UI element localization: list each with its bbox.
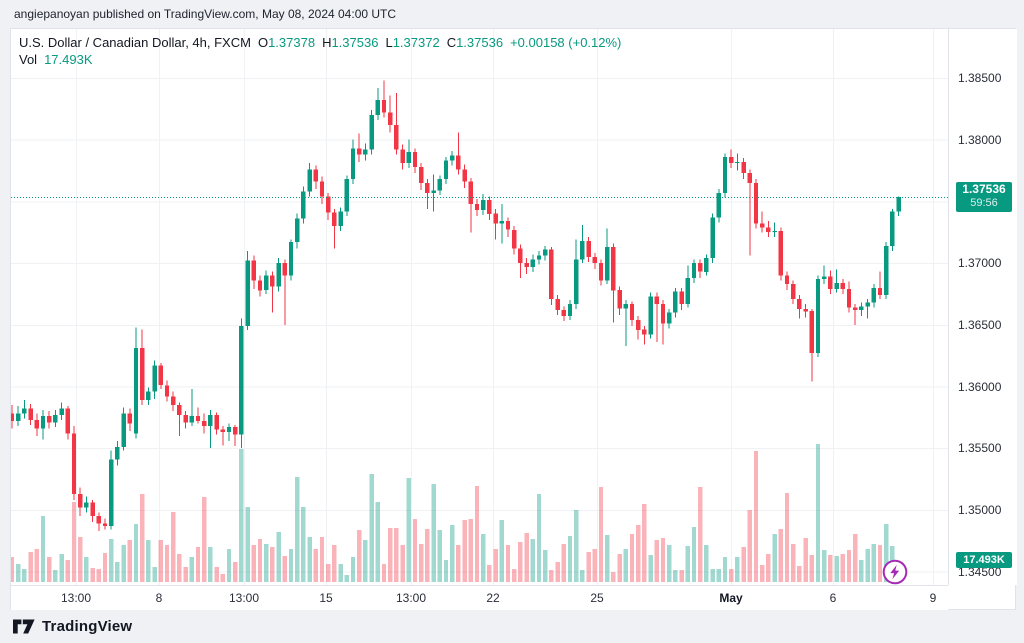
time-axis-label: 22 <box>486 591 500 605</box>
symbol-title: U.S. Dollar / Canadian Dollar, 4h, FXCM <box>19 35 251 50</box>
tradingview-logo-text[interactable]: TradingView <box>42 617 133 635</box>
last-price-badge: 1.37536 59:56 <box>956 181 1012 212</box>
price-chart-pane[interactable] <box>11 29 948 585</box>
time-axis-label: 15 <box>319 591 333 605</box>
time-axis-label: 13:00 <box>228 591 260 605</box>
price-axis: 1.37536 59:56 17.493K 1.38500 1.38000 1.37… <box>948 29 1017 585</box>
ohlc-close: C1.37536 <box>446 35 504 50</box>
price-axis-label: 1.38500 <box>958 71 1002 85</box>
time-axis-label: 25 <box>590 591 604 605</box>
time-axis-label: 6 <box>829 591 837 605</box>
lightning-icon <box>882 559 908 585</box>
last-price-value: 1.37536 <box>962 181 1006 196</box>
ohlc-low: L1.37372 <box>385 35 440 50</box>
chart-card: U.S. Dollar / Canadian Dollar, 4h, FXCM … <box>10 28 1017 610</box>
price-axis-label: 1.36000 <box>958 379 1002 394</box>
flash-button[interactable] <box>882 559 908 585</box>
time-axis-label: 13:00 <box>60 591 92 605</box>
price-axis-label: 1.35000 <box>958 502 1002 517</box>
time-axis: 13:00 8 13:00 15 13:00 22 25 May 6 9 <box>11 585 948 610</box>
change-value: +0.00158 (+0.12%) <box>510 35 622 50</box>
price-axis-label: 1.34500 <box>958 564 1002 579</box>
price-axis-label: 1.38000 <box>958 132 1002 147</box>
time-axis-label: 9 <box>929 591 937 605</box>
volume-label: Vol <box>19 52 38 67</box>
chart-legend: U.S. Dollar / Canadian Dollar, 4h, FXCM … <box>19 34 621 68</box>
tradingview-logo-icon[interactable] <box>13 619 35 634</box>
ohlc-open: O1.37378 <box>257 35 316 50</box>
volume-axis-badge: 17.493K <box>956 552 1012 568</box>
price-axis-label: 1.37000 <box>958 256 1002 271</box>
bar-countdown: 59:56 <box>970 196 998 209</box>
legend-volume-row: Vol 17.493K <box>19 51 621 68</box>
footer: TradingView <box>13 614 132 638</box>
price-axis-label: 1.35500 <box>958 441 1002 456</box>
time-axis-label: 13:00 <box>395 591 427 605</box>
published-bar: angiepanoyan published on TradingView.co… <box>14 7 397 21</box>
legend-symbol-row: U.S. Dollar / Canadian Dollar, 4h, FXCM … <box>19 34 621 51</box>
volume-value: 17.493K <box>44 52 93 67</box>
time-axis-label: May <box>719 591 743 605</box>
price-axis-label: 1.36500 <box>958 317 1002 332</box>
time-axis-label: 8 <box>155 591 163 605</box>
ohlc-high: H1.37536 <box>322 35 379 50</box>
